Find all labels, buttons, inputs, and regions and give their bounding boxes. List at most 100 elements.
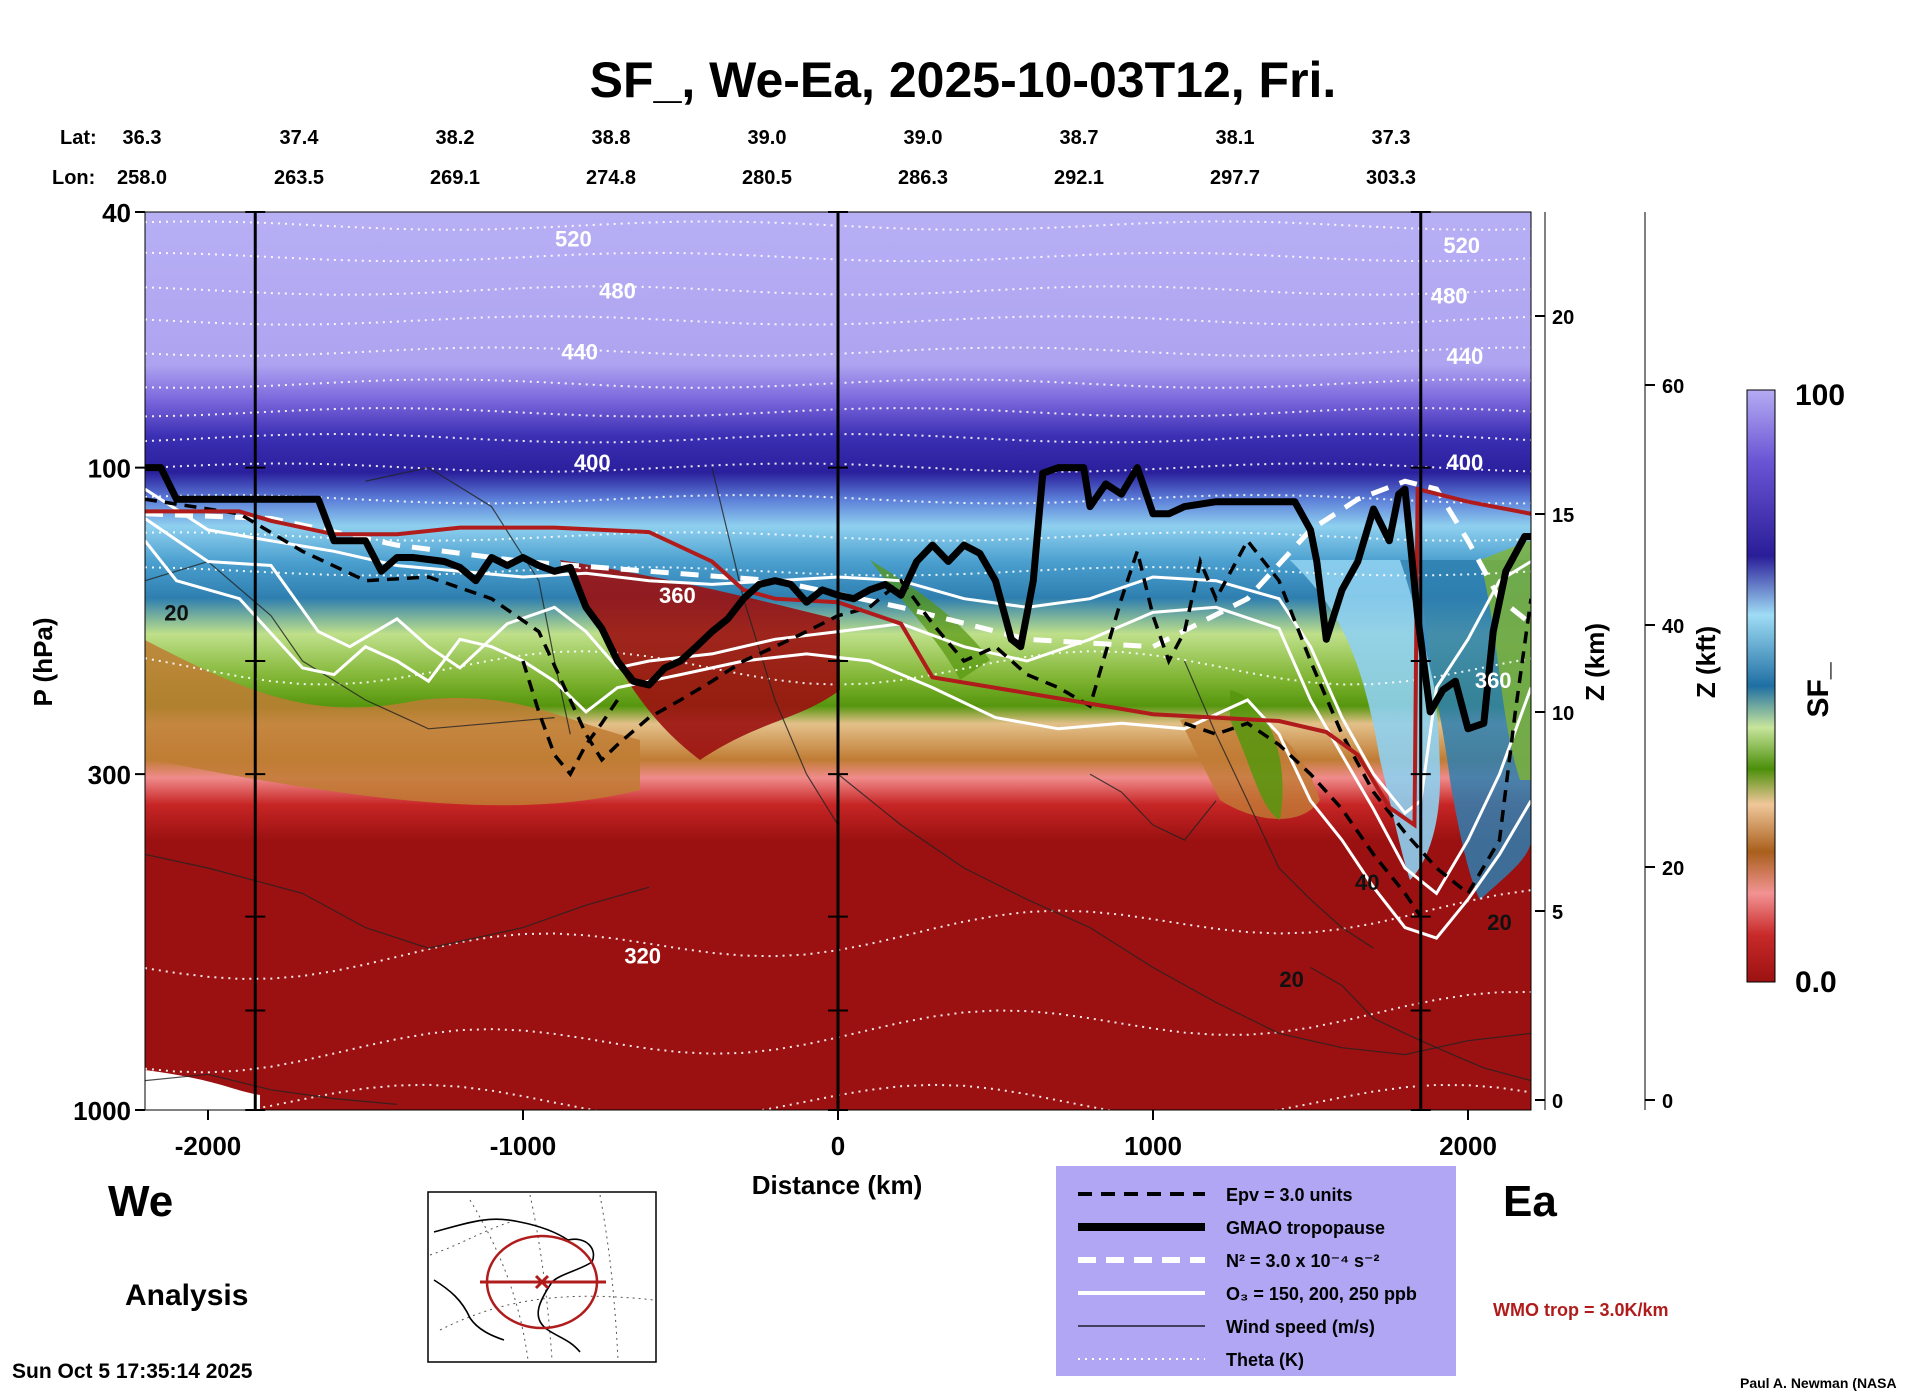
lat-lon-header: Lat: Lon: 36.3 258.0 37.4 263.5 38.2 269.1 38.… [52, 127, 1416, 189]
colorbar-label: SF_ [1802, 662, 1835, 717]
epv-contour [1183, 721, 1423, 918]
lat-value: 36.3 [123, 127, 162, 149]
map-graticule [429, 1194, 655, 1361]
theta-label: 400 [1446, 450, 1483, 475]
wind-contour [145, 853, 650, 949]
wind-contour [711, 467, 839, 826]
wind-contours [145, 466, 1531, 1105]
wind-contour [1310, 966, 1531, 1082]
wind-contour [1183, 660, 1374, 949]
legend-label: N² = 3.0 x 10⁻⁴ s⁻² [1226, 1251, 1379, 1271]
wind-contour [837, 773, 1531, 1056]
wind-labels: 20 40 20 20 [164, 600, 1511, 992]
theta-label: 480 [1431, 284, 1468, 309]
p-tick-label: 100 [88, 454, 131, 484]
z-kft-tick-label: 0 [1662, 1091, 1673, 1113]
chart-title: SF_, We-Ea, 2025-10-03T12, Fri. [590, 52, 1337, 108]
z-km-tick-label: 10 [1552, 703, 1574, 725]
wind-label: 20 [1279, 967, 1303, 992]
x-tick-label: -2000 [175, 1131, 242, 1161]
z-kft-tick-label: 60 [1662, 376, 1684, 398]
lon-value: 303.3 [1366, 167, 1416, 189]
wind-contour [145, 560, 555, 730]
colorbar-min: 0.0 [1795, 966, 1837, 999]
p-tick-label: 1000 [73, 1096, 131, 1126]
x-tick-label: 2000 [1439, 1131, 1497, 1161]
inset-map [427, 1191, 657, 1363]
ozone-contour [145, 539, 1531, 940]
analysis-label: Analysis [125, 1279, 248, 1312]
lon-value: 286.3 [898, 167, 948, 189]
z-kft-tick-label: 20 [1662, 858, 1684, 880]
lat-value: 37.3 [1372, 127, 1411, 149]
map-frame [427, 1191, 657, 1363]
theta-label: 520 [555, 227, 592, 252]
legend-rows: Epv = 3.0 units GMAO tropopause N² = 3.0 x… [1078, 1185, 1417, 1370]
lat-value: 38.7 [1060, 127, 1099, 149]
theta-label: 400 [574, 450, 611, 475]
gmao-tropopause [145, 464, 1531, 733]
timestamp: Sun Oct 5 17:35:14 2025 [12, 1360, 253, 1383]
z-km-tick-label: 0 [1552, 1091, 1563, 1113]
theta-label: 360 [1475, 668, 1512, 693]
theta-label: 480 [599, 279, 636, 304]
position-lines [245, 211, 1431, 1111]
legend-label: Theta (K) [1226, 1350, 1304, 1370]
lon-value: 263.5 [274, 167, 324, 189]
z-km-tick-label: 5 [1552, 902, 1563, 924]
sf-green-patch [1230, 690, 1283, 820]
lat-label: Lat: [60, 127, 97, 149]
wind-label: 20 [164, 600, 188, 625]
west-label: We [108, 1177, 173, 1226]
n2-contour [145, 478, 1531, 650]
x-tick-label: -1000 [490, 1131, 557, 1161]
wind-contour [1089, 773, 1217, 841]
sf-brown-band-west [145, 640, 640, 806]
legend-label: Epv = 3.0 units [1226, 1185, 1353, 1205]
y2-axis-title: Z (km) [1580, 623, 1610, 701]
axes: -2000 -1000 0 1000 2000 40 100 300 1000 0 5 10 15 20 0… [73, 198, 1684, 1161]
sf-blue-tongue [1290, 560, 1440, 880]
lat-value: 37.4 [280, 127, 320, 149]
legend: Epv = 3.0 units GMAO tropopause N² = 3.0 x… [1056, 1166, 1456, 1376]
sf-red-intrusion [560, 560, 840, 760]
theta-labels: 520 520 480 480 440 440 400 400 360 360 320 [555, 227, 1512, 969]
lat-value: 38.1 [1216, 127, 1255, 149]
wmo-trop-label: WMO trop = 3.0K/km [1493, 1300, 1669, 1320]
lon-value: 258.0 [117, 167, 167, 189]
wind-label: 20 [1487, 910, 1511, 935]
lat-value: 39.0 [904, 127, 943, 149]
legend-label: GMAO tropopause [1226, 1218, 1385, 1238]
theta-label: 360 [659, 583, 696, 608]
lon-value: 280.5 [742, 167, 792, 189]
lon-value: 292.1 [1054, 167, 1104, 189]
lat-value: 38.8 [592, 127, 631, 149]
lon-label: Lon: [52, 167, 95, 189]
legend-label: O₃ = 150, 200, 250 ppb [1226, 1284, 1417, 1304]
p-tick-label: 40 [102, 198, 131, 228]
wind-contour [145, 1073, 398, 1105]
theta-label: 520 [1443, 233, 1480, 258]
y3-axis-title: Z (kft) [1691, 626, 1721, 698]
lat-value: 38.2 [436, 127, 475, 149]
wind-label: 40 [1355, 870, 1379, 895]
epv-contour [145, 497, 1531, 897]
z-kft-tick-label: 40 [1662, 616, 1684, 638]
lat-value: 39.0 [748, 127, 787, 149]
terrain-mask [145, 1070, 260, 1110]
lon-value: 269.1 [430, 167, 480, 189]
epv-contour [521, 660, 619, 778]
theta-label: 440 [1446, 344, 1483, 369]
lon-value: 274.8 [586, 167, 636, 189]
z-km-tick-label: 20 [1552, 307, 1574, 329]
theta-label: 320 [624, 944, 661, 969]
legend-box [1056, 1166, 1456, 1376]
x-tick-label: 0 [831, 1131, 845, 1161]
epv-contours [145, 497, 1531, 918]
legend-label: Wind speed (m/s) [1226, 1317, 1375, 1337]
east-label: Ea [1503, 1177, 1557, 1226]
y-axis-title: P (hPa) [28, 617, 58, 706]
x-tick-label: 1000 [1124, 1131, 1182, 1161]
